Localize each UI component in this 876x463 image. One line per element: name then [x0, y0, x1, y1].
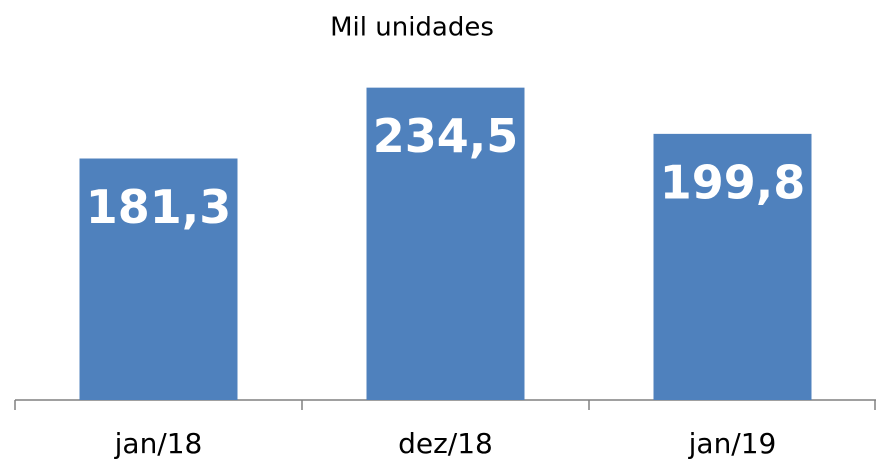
data-label: 234,5: [373, 109, 519, 163]
bar: [653, 133, 812, 400]
x-tick-label: jan/18: [114, 427, 203, 460]
chart-title: Mil unidades: [330, 13, 494, 43]
x-tick-label: jan/19: [688, 427, 777, 460]
x-tick-label: dez/18: [398, 427, 493, 460]
data-label: 199,8: [660, 155, 806, 209]
data-label: 181,3: [86, 180, 232, 234]
bar: [79, 158, 238, 400]
bar: [366, 87, 525, 401]
